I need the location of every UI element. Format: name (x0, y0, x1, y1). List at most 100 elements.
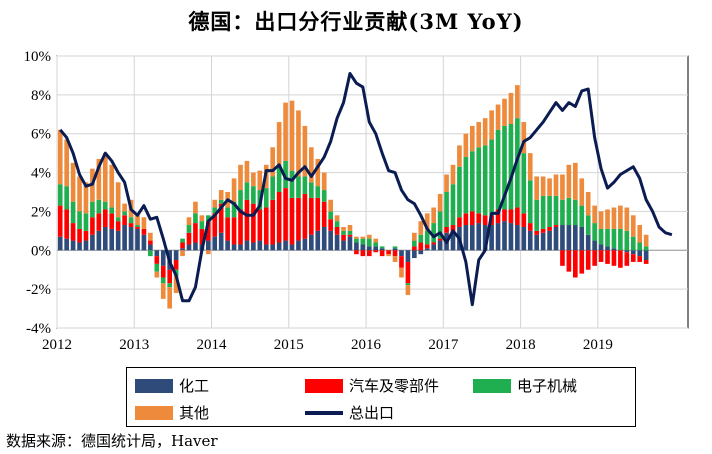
bar-other (321, 172, 327, 191)
bar-auto (618, 250, 623, 268)
legend-item-other: 其他 (135, 402, 209, 423)
bar-elec (77, 211, 82, 229)
bar-auto (386, 250, 391, 255)
bar-chem (540, 232, 546, 251)
bar-chem (643, 250, 649, 260)
bar-auto (418, 242, 424, 251)
bar-chem (534, 234, 540, 251)
bar-auto (515, 207, 520, 226)
bar-other (412, 232, 417, 241)
bar-elec (637, 242, 643, 251)
bar-other (373, 238, 379, 243)
bar-other (598, 211, 604, 229)
bar-elec (366, 238, 372, 247)
bar-elec (251, 186, 256, 204)
legend-swatch-chem (135, 378, 173, 393)
bar-elec (630, 236, 636, 251)
bar-other (508, 92, 514, 124)
bar-chem (399, 250, 404, 257)
bar-elec (412, 240, 417, 247)
bar-auto (199, 228, 205, 245)
bar-chem (347, 236, 353, 251)
x-tick-label: 2012 (42, 337, 72, 353)
bar-other (386, 254, 391, 257)
bar-elec (334, 221, 340, 227)
legend-label-elec: 电子机械 (517, 377, 578, 395)
bar-auto (83, 230, 89, 241)
bar-auto (231, 217, 237, 245)
line-total (59, 71, 673, 307)
bar-auto (321, 201, 327, 227)
legend-item-total: 总出口 (305, 402, 394, 423)
bar-other (392, 256, 398, 262)
bar-elec (347, 230, 353, 235)
bar-chem (77, 242, 82, 251)
bar-elec (64, 186, 69, 210)
bar-auto (592, 250, 597, 266)
bar-elec (508, 124, 514, 210)
bar-other (193, 201, 198, 214)
bar-chem (630, 250, 636, 255)
bar-elec (392, 246, 398, 249)
bar-elec (418, 234, 424, 243)
bar-chem (321, 226, 327, 251)
legend-swatch-other (135, 405, 173, 420)
bar-chem (57, 236, 63, 251)
bar-auto (366, 250, 372, 257)
bar-chem (424, 248, 430, 251)
legend-label-chem: 化工 (179, 377, 210, 395)
bar-chem (122, 225, 127, 251)
bar-auto (521, 213, 527, 227)
bar-other (354, 236, 359, 239)
bar-chem (148, 244, 153, 251)
bar-elec (270, 176, 276, 200)
bar-auto (598, 250, 604, 262)
bar-elec (527, 180, 533, 224)
bar-other (476, 122, 482, 148)
bar-other (141, 217, 147, 229)
bar-auto (585, 250, 591, 270)
bar-other (77, 176, 82, 212)
bar-other (276, 122, 282, 167)
bar-auto (122, 215, 127, 226)
bar-chem (341, 240, 346, 251)
bar-other (328, 199, 333, 212)
bar-chem (309, 234, 314, 251)
bar-other (515, 85, 520, 119)
bar-other (122, 203, 127, 212)
bar-chem (302, 238, 308, 251)
bar-auto (373, 250, 379, 253)
bar-other (624, 207, 630, 231)
bar-elec (109, 207, 115, 214)
bar-chem (173, 250, 179, 260)
bar-elec (154, 263, 160, 272)
bar-auto (354, 250, 359, 255)
bar-other (547, 178, 552, 196)
bar-chem (96, 230, 102, 251)
bar-auto (624, 252, 630, 266)
bar-auto (334, 226, 340, 235)
bar-other (457, 145, 462, 167)
x-tick-label: 2017 (428, 337, 459, 353)
bar-auto (437, 238, 443, 241)
bar-chem (624, 250, 630, 253)
legend-label-other: 其他 (179, 404, 210, 422)
bar-auto (379, 250, 385, 257)
bar-chem (154, 250, 160, 257)
bar-elec (296, 176, 301, 198)
bar-chem (592, 240, 597, 251)
bar-auto (457, 217, 462, 227)
bar-elec (135, 225, 140, 227)
bar-other (444, 174, 449, 192)
bar-other (148, 232, 153, 241)
bar-auto (482, 215, 488, 226)
x-tick-label: 2015 (274, 337, 304, 353)
bar-chem (70, 240, 76, 251)
bar-chem (354, 242, 359, 251)
bar-other (212, 199, 218, 208)
bar-elec (405, 283, 411, 286)
bar-chem (109, 228, 115, 251)
bar-other (315, 158, 321, 187)
bar-elec (128, 217, 134, 224)
y-tick-label: 6% (31, 127, 51, 143)
